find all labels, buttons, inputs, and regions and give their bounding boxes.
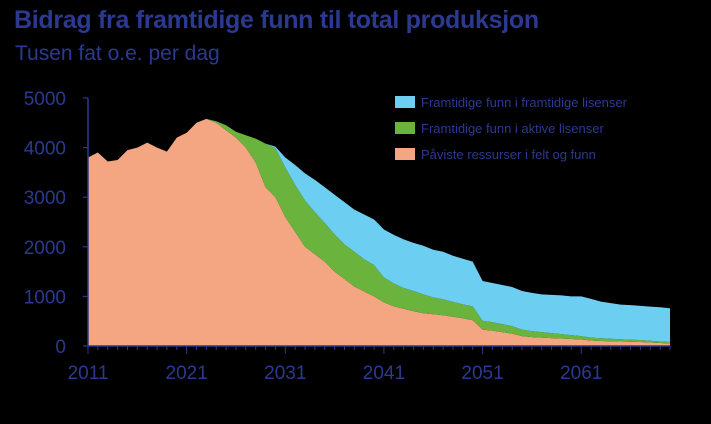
axes: 0 1000 2000 3000 4000 5000 2011 2021 2031 2041 205… (24, 89, 671, 384)
legend-swatch (395, 96, 415, 108)
x-tick-label: 2021 (166, 363, 208, 384)
x-tick-label: 2051 (461, 363, 503, 384)
y-tick-label: 3000 (24, 188, 66, 209)
x-tick-label: 2011 (68, 363, 109, 384)
y-tick-label: 1000 (24, 287, 66, 308)
y-tick-label: 2000 (24, 238, 66, 259)
area-series-1 (88, 118, 670, 346)
legend-swatch (395, 148, 415, 160)
y-tick-label: 4000 (24, 139, 66, 160)
x-tick-label: 2031 (264, 363, 306, 384)
chart-subtitle: Tusen fat o.e. per dag (15, 42, 220, 65)
x-tick-label: 2041 (363, 363, 405, 384)
x-tick-label: 2061 (560, 363, 602, 384)
area-series-3 (88, 118, 670, 343)
area-layer (88, 118, 670, 346)
legend-swatch (395, 122, 415, 134)
legend-label: Framtidige funn i framtidige lisenser (421, 95, 628, 110)
y-tick-label: 5000 (24, 89, 66, 110)
legend-label: Framtidige funn i aktive lisenser (421, 121, 604, 136)
legend: Framtidige funn i framtidige lisenser Fra… (395, 95, 628, 162)
area-series-2 (88, 118, 670, 344)
legend-label: Påviste ressurser i felt og funn (421, 147, 596, 162)
y-tick-label: 0 (55, 337, 66, 358)
chart-title: Bidrag fra framtidige funn til total pro… (14, 6, 539, 34)
